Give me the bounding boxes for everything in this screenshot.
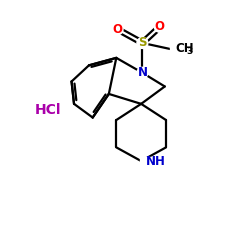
Circle shape [137, 67, 148, 78]
Text: CH: CH [176, 42, 194, 55]
Circle shape [112, 24, 123, 35]
Text: NH: NH [146, 154, 166, 168]
Text: O: O [112, 23, 122, 36]
Text: 3: 3 [186, 47, 192, 56]
Text: O: O [155, 20, 165, 33]
Text: S: S [138, 36, 147, 50]
Bar [140, 156, 155, 166]
Text: HCl: HCl [35, 103, 61, 117]
Bar [170, 45, 188, 54]
Circle shape [154, 21, 165, 32]
Circle shape [137, 38, 148, 48]
Text: N: N [138, 66, 147, 79]
